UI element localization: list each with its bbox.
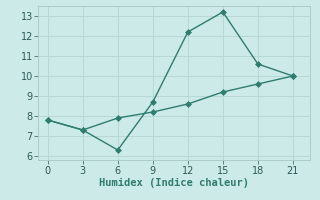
X-axis label: Humidex (Indice chaleur): Humidex (Indice chaleur) <box>100 178 249 188</box>
